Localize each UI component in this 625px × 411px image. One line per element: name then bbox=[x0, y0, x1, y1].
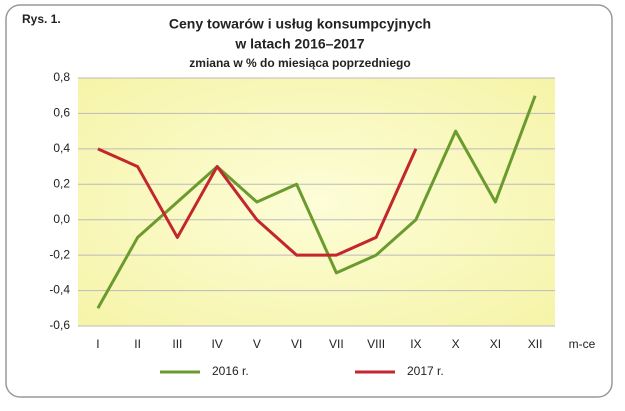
x-tick-label: III bbox=[172, 337, 182, 351]
y-tick-label: 0,0 bbox=[53, 212, 70, 226]
x-tick-label: VI bbox=[291, 337, 302, 351]
chart-title: w latach 2016–2017 bbox=[234, 36, 364, 52]
y-tick-label: -0,2 bbox=[49, 247, 70, 261]
x-tick-label: I bbox=[96, 337, 99, 351]
legend-label: 2017 r. bbox=[407, 364, 444, 378]
y-tick-label: -0,4 bbox=[49, 283, 70, 297]
x-tick-label: IV bbox=[211, 337, 222, 351]
x-tick-label: VII bbox=[329, 337, 344, 351]
x-tick-label: XI bbox=[490, 337, 501, 351]
series-line bbox=[97, 147, 418, 257]
y-tick-label: 0,4 bbox=[53, 141, 70, 155]
x-tick-label: X bbox=[452, 337, 460, 351]
x-tick-label: IX bbox=[410, 337, 421, 351]
x-tick-label: VIII bbox=[367, 337, 385, 351]
y-tick-label: -0,6 bbox=[49, 318, 70, 332]
y-tick-label: 0,6 bbox=[53, 106, 70, 120]
x-tick-label: II bbox=[134, 337, 141, 351]
chart-title: Ceny towarów i usług konsumpcyjnych bbox=[169, 16, 431, 32]
chart-subtitle: zmiana w % do miesiąca poprzedniego bbox=[189, 56, 410, 70]
x-tick-label: XII bbox=[528, 337, 543, 351]
x-axis-label: m-ce bbox=[569, 337, 596, 351]
series-line bbox=[96, 95, 537, 310]
plot-area bbox=[78, 78, 555, 326]
x-tick-label: V bbox=[253, 337, 261, 351]
figure-label: Rys. 1. bbox=[22, 12, 61, 26]
y-tick-label: 0,8 bbox=[53, 70, 70, 84]
legend-label: 2016 r. bbox=[212, 364, 249, 378]
y-tick-label: 0,2 bbox=[53, 176, 70, 190]
